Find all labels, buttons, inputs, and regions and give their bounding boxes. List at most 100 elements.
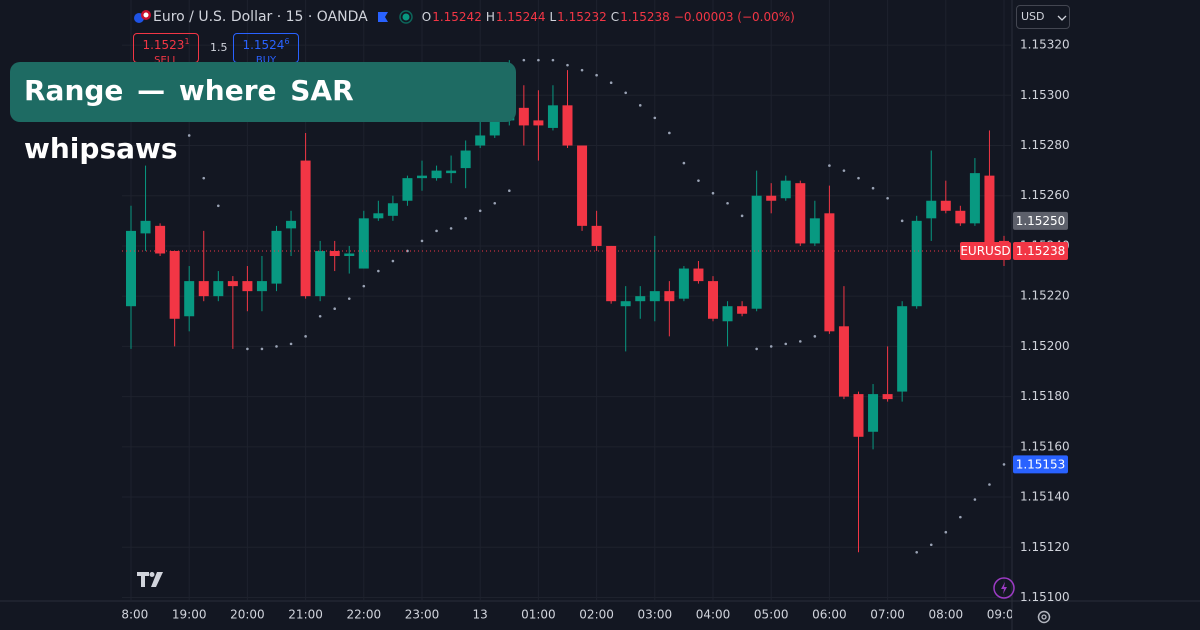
candle-body: [184, 281, 195, 317]
candle-body: [271, 230, 282, 284]
sar-dot: [435, 229, 438, 233]
x-tick-label: 19:00: [172, 608, 207, 622]
y-tick-label: 1.15280: [1020, 138, 1070, 152]
x-tick-label: 06:00: [812, 608, 847, 622]
sar-dot: [202, 176, 206, 180]
candle-body: [315, 250, 326, 297]
candle-body: [417, 175, 427, 179]
sar-dot: [275, 345, 278, 348]
sar-dot: [595, 73, 598, 77]
candle-body: [882, 394, 893, 400]
ohlc-low: 1.15232: [557, 10, 607, 24]
settings-icon[interactable]: [1037, 610, 1051, 624]
buy-label: BUY: [255, 55, 277, 66]
candle-body: [169, 250, 180, 319]
candle-body: [518, 107, 529, 126]
candle-body: [751, 195, 762, 309]
sar-dot: [217, 204, 220, 208]
market-status[interactable]: [396, 9, 418, 25]
candle-body: [926, 200, 937, 219]
overlay-title: Range — where SAR whipsaws: [10, 62, 516, 165]
sar-dot: [449, 227, 453, 230]
ohlc-key: C: [610, 10, 620, 24]
sar-dot: [886, 196, 889, 200]
price-change: −0.00003 (−0.00%): [673, 10, 795, 24]
currency-select[interactable]: USD: [1016, 5, 1070, 29]
sar-dot: [464, 217, 467, 220]
sar-dot: [406, 249, 409, 253]
buy-button[interactable]: 1.15246 BUY: [233, 33, 299, 66]
y-tick-label: 1.15220: [1020, 289, 1070, 303]
price-marker-box: [1013, 211, 1068, 230]
last-price-box: [1013, 241, 1068, 260]
sar-price-box: [1013, 455, 1068, 474]
candle-body: [984, 175, 995, 251]
sell-label: SELL: [154, 55, 178, 66]
y-tick-label: 1.15140: [1020, 490, 1070, 504]
candle-body: [635, 296, 646, 302]
sar-dot: [944, 530, 948, 534]
x-tick-label: 21:00: [288, 608, 323, 622]
candle-body: [911, 220, 922, 307]
candle-body: [286, 220, 297, 229]
candle-body: [853, 394, 864, 437]
candle-body: [969, 173, 980, 224]
candle-body: [868, 394, 879, 432]
candle-body: [460, 150, 471, 169]
sar-dot: [828, 164, 831, 167]
y-tick-label: 1.15180: [1020, 389, 1070, 403]
sar-dot: [1002, 463, 1006, 466]
sar-dot: [915, 550, 918, 554]
chevron: [1057, 15, 1067, 21]
x-tick-label: 13: [473, 608, 488, 622]
sar-dot: [187, 134, 191, 137]
sar-dot: [697, 179, 700, 182]
y-tick-label: 1.15120: [1020, 540, 1070, 554]
candle-body: [344, 253, 355, 256]
sar-dot: [624, 91, 627, 95]
sar-dot: [391, 259, 395, 263]
sar-dot: [857, 176, 860, 180]
candle-body: [722, 306, 733, 322]
sar-dot: [726, 201, 729, 205]
x-tick-label: 08:00: [929, 608, 964, 622]
sar-dot: [900, 219, 904, 223]
sar-dot: [566, 63, 569, 67]
currency: USD: [1021, 10, 1045, 23]
candle-body: [737, 306, 748, 314]
candle-body: [358, 218, 369, 269]
candle-body: [140, 220, 151, 234]
candle-body: [489, 120, 500, 136]
sar-dot: [246, 347, 249, 351]
sar-dot: [959, 515, 962, 519]
candle-body: [402, 178, 413, 201]
x-axis: 18:00 19:00 20:00 21:00 22:00 23:00 13 01:00 02:…: [122, 608, 1012, 622]
x-tick-label: 04:00: [696, 608, 731, 622]
candle-body: [562, 105, 573, 146]
sell-price: 1.1523: [142, 38, 185, 52]
sar-dot: [478, 209, 482, 213]
sar-dot: [377, 269, 380, 273]
sar-dot: [668, 131, 671, 135]
spread: 1.5: [210, 41, 228, 54]
ohlc-key: L: [549, 10, 557, 24]
ohlc-high: 1.15244: [495, 10, 546, 24]
ohlc-key: O: [421, 10, 432, 24]
candle-body: [940, 200, 951, 211]
sar-dot: [580, 68, 584, 72]
sar-dot: [537, 58, 540, 62]
sar-dot: [304, 335, 307, 338]
candle-body: [329, 250, 340, 256]
candle-body: [256, 281, 267, 292]
alert-icon[interactable]: [993, 577, 1015, 599]
sar-dot: [740, 214, 744, 218]
sar-dot: [799, 340, 802, 343]
candle-body: [446, 170, 457, 174]
symbol-title: Euro / U.S. Dollar · 15 · OANDA: [153, 9, 368, 25]
flag-icon[interactable]: [368, 9, 396, 25]
sar-dot: [420, 239, 424, 243]
sell-button[interactable]: 1.15231 SELL: [133, 33, 199, 66]
sar-dot: [362, 284, 366, 288]
candle-body: [533, 120, 544, 126]
